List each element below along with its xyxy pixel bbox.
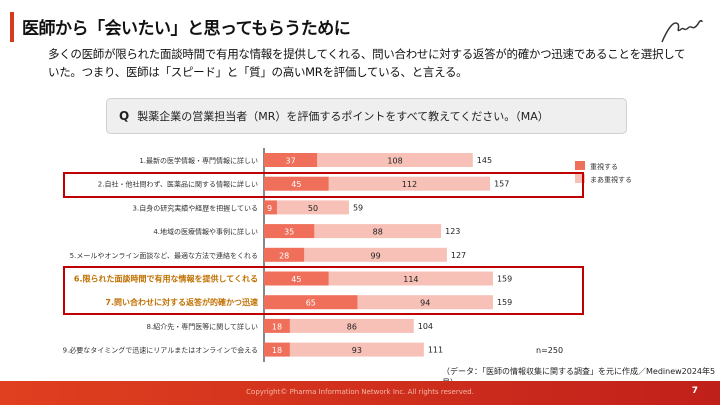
category-label: 2.自社・他社問わず、医薬品に関する情報に詳しい [98,180,258,189]
highlight-box-row2 [63,172,584,198]
bar-value-label: 45 [291,275,301,284]
category-label: 3.自身の研究実績や経歴を把握している [133,203,258,212]
total-label: 104 [418,322,433,331]
total-label: 111 [428,346,443,355]
category-label: 8.紹介先・専門医等に関して詳しい [147,322,258,331]
question-text: 製薬企業の営業担当者（MR）を評価するポイントをすべて教えてください。（MA） [137,110,549,123]
bar-segment-somewhat [304,247,447,262]
category-label: 4.地域の医療情報や事例に詳しい [153,227,258,236]
total-label: 145 [477,156,492,165]
legend-label: まあ重視する [590,175,632,184]
category-label: 1.最新の医学情報・専門情報に詳しい [139,156,258,165]
bar-segment-somewhat [314,224,442,239]
total-label: 157 [494,180,509,189]
footer: Copyright© Pharma Information Network In… [0,381,720,405]
bar-value-label: 9 [267,204,272,213]
bar-segment-somewhat [276,200,349,215]
category-label: 6.限られた面談時間で有用な情報を提供してくれる [74,274,258,284]
bar-segment-somewhat [357,295,493,310]
bar-segment-important [264,295,358,310]
bar-value-label: 50 [308,204,318,213]
bar-segment-somewhat [289,342,424,357]
category-label: 9.必要なタイミングで迅速にリアルまたはオンラインで会える [63,346,258,355]
bar-segment-important [264,200,277,215]
legend-label: 重視する [590,162,618,171]
bar-segment-important [264,176,329,191]
bar-segment-important [264,271,329,286]
bar-segment-somewhat [328,176,491,191]
stacked-bar-chart: 1.最新の医学情報・専門情報に詳しい 37 108 145 2.自社・他社問わず、医薬品… [63,148,632,362]
bar-value-label: 108 [387,157,402,166]
highlight-box-rows6-7 [63,266,584,315]
bar-value-label: 18 [272,322,282,331]
question-prefix: Q [119,109,130,123]
bar-value-label: 93 [352,346,362,355]
bar-value-label: 18 [272,346,282,355]
total-label: 123 [445,227,460,236]
bar-value-label: 28 [279,251,289,260]
bar-value-label: 112 [402,180,417,189]
title-accent-bar [10,12,14,42]
total-label: 59 [353,203,363,212]
total-label: 127 [451,251,466,260]
page-title: 医師から「会いたい」と思ってもらうために [22,19,351,39]
bar-value-label: 88 [373,228,383,237]
total-label: 159 [497,298,512,307]
category-label: 5.メールやオンライン面談など、最適な方法で連絡をくれる [70,251,258,260]
legend-swatch [575,161,585,170]
category-label: 7.問い合わせに対する返答が的確かつ迅速 [105,297,258,307]
bar-value-label: 99 [371,251,381,260]
brand-logo [661,19,703,43]
bar-value-label: 94 [420,299,430,308]
bar-segment-important [264,224,315,239]
bar-value-label: 37 [286,157,296,166]
bar-value-label: 65 [306,299,316,308]
question-box: Q 製薬企業の営業担当者（MR）を評価するポイントをすべて教えてください。（MA） [106,98,627,134]
copyright: Copyright© Pharma Information Network In… [246,388,474,396]
bar-value-label: 86 [347,322,357,331]
total-label: 159 [497,275,512,284]
sample-size: n=250 [536,346,564,355]
bar-value-label: 45 [291,180,301,189]
bar-segment-important [264,342,290,357]
page-number: 7 [691,386,698,396]
description: 多くの医師が限られた面談時間で有用な情報を提供してくれる、問い合わせに対する返答… [48,47,686,79]
bar-segment-important [264,247,305,262]
bar-segment-somewhat [317,153,473,167]
bar-value-label: 35 [284,228,294,237]
bar-segment-important [264,318,290,333]
bar-segment-somewhat [328,271,493,286]
bar-segment-somewhat [289,318,414,333]
legend-swatch [575,174,585,183]
bar-value-label: 114 [403,275,418,284]
bar-segment-important [264,153,318,167]
